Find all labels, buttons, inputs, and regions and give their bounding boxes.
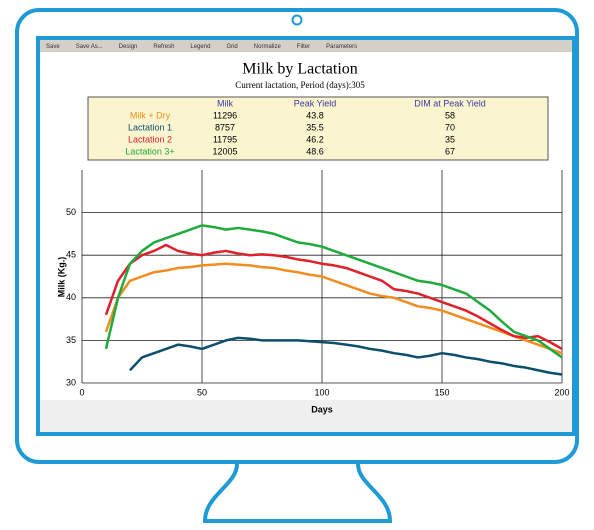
toolbar-button[interactable]: Grid [226, 44, 237, 50]
toolbar-button[interactable]: Design [119, 44, 138, 50]
summary-box [87, 96, 549, 161]
summary-cell: 43.8 [306, 110, 324, 120]
toolbar-button[interactable]: Normalize [254, 44, 282, 50]
chart: Save Save As... Design Refresh Legend Grid Nor… [46, 44, 570, 414]
summary-cell: 48.6 [306, 146, 324, 156]
toolbar-button[interactable]: Filter [297, 44, 310, 50]
summary-cell: 12005 [212, 146, 237, 156]
toolbar-button[interactable]: Save As... [76, 44, 103, 50]
y-tick-label: 50 [66, 207, 76, 217]
summary-row-name: Lactation 2 [128, 134, 172, 144]
toolbar [40, 40, 572, 52]
summary-cell: 67 [445, 146, 455, 156]
y-tick-label: 45 [66, 250, 76, 260]
summary-cell: 35.5 [306, 122, 324, 132]
footer-band [40, 400, 572, 432]
toolbar-button[interactable]: Parameters [326, 44, 357, 50]
series-line [104, 262, 563, 355]
y-tick-label: 30 [66, 377, 76, 387]
summary-header: Milk [217, 98, 233, 108]
summary-row-name: Milk + Dry [130, 110, 171, 120]
chart-subtitle: Current lactation, Period (days):305 [235, 80, 365, 90]
chart-title: Milk by Lactation [242, 61, 358, 78]
summary-cell: 8757 [215, 122, 235, 132]
summary-header: DIM at Peak Yield [414, 98, 486, 108]
series-line [104, 243, 563, 351]
summary-cell: 35 [445, 134, 455, 144]
summary-cell: 58 [445, 110, 455, 120]
y-tick-label: 35 [66, 335, 76, 345]
series-line [129, 336, 563, 376]
summary-header: Peak Yield [294, 98, 337, 108]
camera [291, 14, 303, 26]
summary-cell: 11296 [213, 110, 237, 120]
x-tick-label: 0 [79, 387, 84, 397]
summary-row-name: Lactation 1 [128, 122, 172, 132]
summary-row-name: Lactation 3+ [125, 146, 174, 156]
x-tick-label: 100 [314, 387, 329, 397]
summary-cell: 46.2 [306, 134, 324, 144]
summary-cell: 70 [445, 122, 455, 132]
series-line [104, 224, 563, 359]
y-axis-label: Milk (Kg.) [56, 257, 66, 298]
y-tick-label: 40 [66, 292, 76, 302]
x-tick-label: 150 [434, 387, 449, 397]
x-tick-label: 200 [554, 387, 569, 397]
x-axis-label: Days [311, 404, 333, 414]
x-tick-label: 50 [197, 387, 207, 397]
toolbar-button[interactable]: Refresh [153, 44, 174, 50]
stand [202, 463, 393, 523]
toolbar-button[interactable]: Legend [190, 44, 210, 50]
toolbar-button[interactable]: Save [46, 44, 60, 50]
summary-cell: 11795 [213, 134, 237, 144]
